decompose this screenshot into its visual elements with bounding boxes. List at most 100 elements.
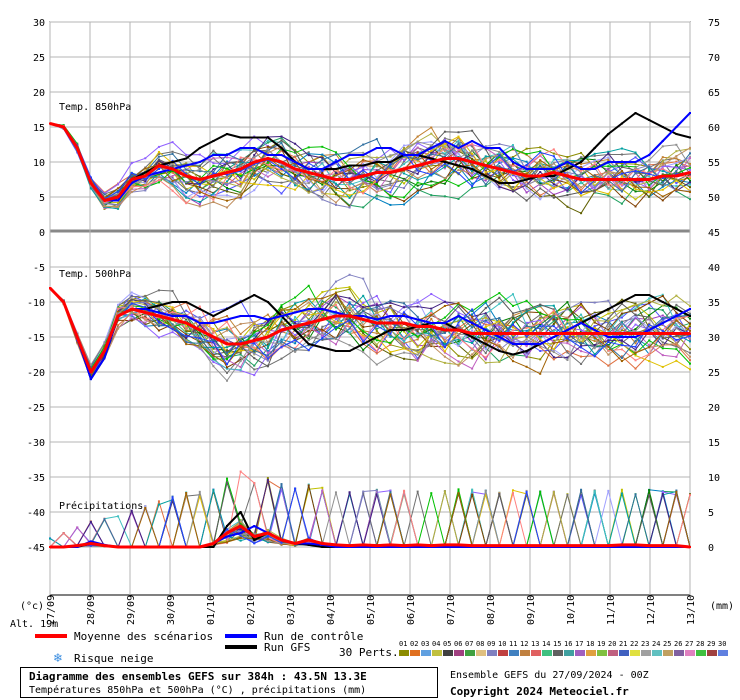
member-t500-line-point (185, 333, 188, 336)
series-0-t850-line-point (49, 122, 51, 125)
member-t500-line-point (539, 323, 542, 326)
series-0-precip-line-point (552, 544, 555, 547)
right-tick-label-bottom: 30 (708, 333, 720, 344)
member-t500-line-point (307, 319, 310, 322)
member-t850-line-point (226, 168, 229, 171)
member-t500-line-point (607, 349, 610, 352)
member-t850-line-point (430, 194, 433, 197)
series-1-t500-line-point (471, 322, 474, 324)
member-t850-line-point (457, 169, 460, 172)
member-t500-line-point (266, 357, 269, 360)
member-t850-line-point (321, 198, 324, 201)
right-tick-label-bottom: 25 (708, 368, 720, 379)
member-t500-line-point (403, 343, 406, 346)
series-1-t850-line-point (443, 140, 446, 142)
member-t500-line-point (389, 353, 392, 356)
member-t850-line-point (130, 187, 133, 190)
member-t500-line-point (294, 302, 297, 305)
member-precip-line-point (62, 532, 65, 535)
member-t850-line-point (144, 178, 147, 181)
member-t500-line-point (443, 344, 446, 347)
member-t850-line-point (593, 154, 596, 157)
member-t500-line-point (580, 344, 583, 347)
member-t500-line-point (389, 299, 392, 302)
member-t850-line-point (634, 167, 637, 170)
member-t850-line-point (471, 155, 474, 158)
member-t500-line-point (430, 307, 433, 310)
member-t850-line-point (525, 199, 528, 202)
member-t500-line-point (620, 298, 623, 301)
member-t850-line-point (593, 165, 596, 168)
series-0-t500-line-point (430, 325, 433, 328)
member-t850-line-point (539, 182, 542, 185)
member-t500-line-point (144, 318, 147, 321)
series-2-t500-line-point (498, 350, 501, 352)
member-t500-line-point (648, 339, 651, 342)
member-t500-line-point (280, 309, 283, 312)
member-t500-line-point (307, 304, 310, 307)
member-t500-line-point (689, 368, 691, 371)
member-t850-line-point (457, 166, 460, 169)
member-t500-line-point (661, 347, 664, 350)
pert-number: 09 (487, 640, 495, 648)
member-t500-line-point (498, 339, 501, 342)
member-precip-line-point (239, 536, 242, 539)
series-1-precip-line-point (253, 525, 256, 527)
member-t500-line-point (634, 313, 637, 316)
member-t850-line-point (321, 153, 324, 156)
member-t850-line-point (580, 173, 583, 176)
member-t500-line-point (239, 346, 242, 349)
member-t850-line-point (348, 166, 351, 169)
member-t850-line-point (484, 183, 487, 186)
member-t850-line-point (321, 169, 324, 172)
member-t850-line-point (593, 163, 596, 166)
series-0-t850-line-point (89, 182, 92, 184)
member-t850-line-point (634, 163, 637, 166)
series-2-t850-line-point (185, 157, 188, 160)
member-t850-line-point (675, 179, 678, 182)
member-t850-line-point (607, 180, 610, 183)
member-precip-line-point (525, 489, 528, 492)
member-t500-line-point (171, 313, 174, 316)
member-t500-line-point (416, 338, 419, 341)
series-1-t500-line-point (280, 315, 283, 317)
series-2-t500-line-point (307, 343, 310, 345)
member-t500-line-point (212, 332, 215, 335)
member-t500-line-point (334, 296, 337, 299)
member-t500-line-point (348, 319, 351, 322)
member-t500-line-point (362, 326, 365, 329)
left-tick-label: -40 (27, 508, 45, 519)
member-t850-line-point (375, 183, 378, 186)
member-t850-line-point (580, 174, 583, 177)
series-2-t850-line-point (443, 161, 446, 163)
left-tick-label: 30 (33, 18, 45, 29)
member-t500-line-point (471, 355, 474, 358)
member-t500-line-point (648, 299, 651, 302)
member-t850-line-point (443, 195, 446, 198)
member-precip-line-point (253, 481, 256, 484)
member-t850-line-point (484, 184, 487, 187)
series-2-t500-line-point (593, 315, 596, 317)
member-t850-line-point (443, 162, 446, 165)
member-t500-line-point (334, 292, 337, 295)
pert-swatch (465, 650, 475, 656)
member-t500-line-point (552, 315, 555, 318)
member-t500-line-point (226, 366, 229, 369)
member-t850-line-point (634, 170, 637, 173)
series-1-t850-line-point (648, 154, 651, 156)
member-precip-line-point (620, 488, 623, 491)
series-1-t500-line-point (89, 378, 92, 380)
pert-number: 08 (476, 640, 484, 648)
series-0-t850-line-point (389, 171, 392, 174)
member-t850-line-point (634, 188, 637, 191)
member-t500-line-point (253, 322, 256, 325)
member-t500-line-point (675, 348, 678, 351)
series-2-t500-line-point (294, 329, 297, 331)
series-1-t850-line (49, 112, 691, 202)
member-t850-line-point (620, 195, 623, 198)
member-t850-line-point (321, 183, 324, 186)
member-t850-line-point (416, 184, 419, 187)
member-t500-line-point (498, 325, 501, 328)
member-t850-line-point (471, 145, 474, 148)
member-t850-line-point (266, 171, 269, 174)
